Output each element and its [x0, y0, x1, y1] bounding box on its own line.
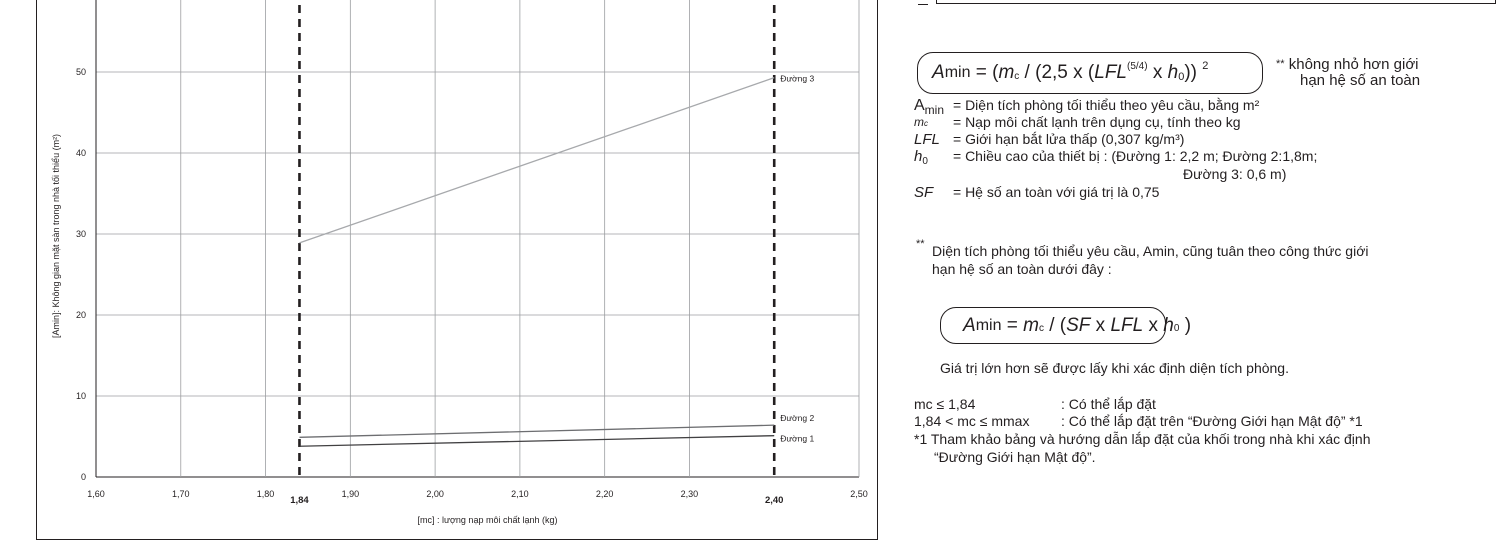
x-tick-label: 2,50: [850, 489, 868, 499]
top-box-edge: [936, 0, 1496, 4]
larger-value-note: Giá trị lớn hơn sẽ được lấy khi xác định…: [940, 360, 1289, 376]
series-label: Đường 2: [780, 413, 814, 423]
series-label: Đường 3: [780, 74, 814, 84]
def-amin: Amin = Diện tích phòng tối thiểu theo yê…: [914, 97, 1260, 117]
footnote-2: “Đường Giới hạn Mật độ”.: [934, 449, 1096, 465]
x-axis-label: [mc] : lượng nạp môi chất lạnh (kg): [418, 515, 558, 525]
def-mc: mc = Nạp môi chất lạnh trên dụng cụ, tín…: [914, 114, 1241, 130]
threshold-label: 1,84: [290, 495, 309, 506]
y-tick-label: 40: [76, 148, 86, 158]
para-star: **: [916, 238, 925, 250]
line-chart: 0 10 20 30 40 50 1,60 1,70 1,80 1,90 2,00 2,10 2,20 2…: [51, 0, 868, 525]
para-line-1: Diện tích phòng tối thiểu yêu cầu, Amin,…: [932, 243, 1369, 259]
def-sf: SF = Hệ số an toàn với giá trị là 0,75: [914, 184, 1160, 201]
y-tick-label: 30: [76, 229, 86, 239]
series-label: Đường 1: [780, 434, 814, 444]
cond-1-left: mc ≤ 1,84: [914, 396, 976, 412]
x-tick-label: 2,10: [511, 489, 529, 499]
x-tick-label: 1,70: [172, 489, 190, 499]
x-tick-label: 1,80: [257, 489, 275, 499]
cond-1-right: : Có thể lắp đặt: [1061, 396, 1156, 412]
cond-2-right: : Có thể lắp đặt trên “Đường Giới hạn Mậ…: [1061, 413, 1363, 429]
y-tick-label: 0: [81, 472, 86, 482]
series-line: [299, 424, 775, 438]
footnote-1: *1 Tham khảo bảng và hướng dẫn lắp đặt c…: [914, 431, 1371, 447]
x-tick-label: 1,60: [87, 489, 105, 499]
threshold-label: 2,40: [765, 495, 784, 506]
x-tick-label: 1,90: [342, 489, 360, 499]
x-tick-label: 2,20: [596, 489, 614, 499]
series-line: [299, 435, 775, 447]
series-line: [299, 77, 775, 244]
def-lfl: LFL = Giới hạn bắt lửa thấp (0,307 kg/m³…: [914, 131, 1185, 148]
y-tick-label: 50: [76, 67, 86, 77]
cond-2-left: 1,84 < mc ≤ mmax: [914, 413, 1030, 429]
y-tick-label: 10: [76, 391, 86, 401]
def-h0: h0 = Chiều cao của thiết bị : (Đường 1: …: [914, 148, 1318, 167]
top-rule: [918, 4, 928, 5]
def-h0-cont: Đường 3: 0,6 m): [1183, 166, 1287, 182]
x-tick-label: 2,30: [681, 489, 699, 499]
formula-note: ** không nhỏ hơn giới: [1276, 56, 1419, 73]
para-line-2: hạn hệ số an toàn dưới đây :: [932, 261, 1112, 277]
x-tick-label: 2,00: [426, 489, 444, 499]
formula-note-2: hạn hệ số an toàn: [1300, 72, 1421, 89]
y-tick-label: 20: [76, 310, 86, 320]
y-axis-label: [Amin]: Không gian mặt sàn trong nhà tối…: [51, 134, 61, 338]
chart-frame: 0 10 20 30 40 50 1,60 1,70 1,80 1,90 2,00 2,10 2,20 2…: [36, 0, 878, 540]
